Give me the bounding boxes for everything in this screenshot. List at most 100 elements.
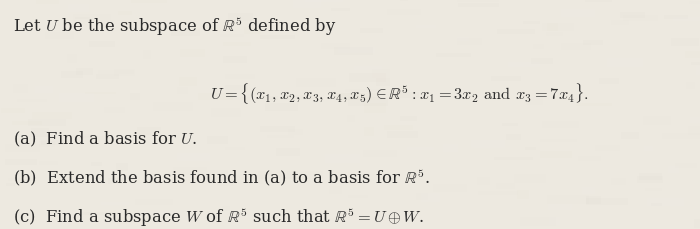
Bar (690, 1, 700, 4)
Bar (66, 49, 83, 58)
Bar (376, 78, 390, 86)
Bar (117, 217, 127, 224)
Bar (130, 93, 140, 100)
Bar (39, 161, 57, 165)
Bar (186, 192, 210, 197)
Bar (325, 154, 360, 163)
Bar (169, 90, 197, 99)
Bar (140, 221, 174, 227)
Bar (676, 163, 697, 168)
Bar (576, 103, 612, 106)
Bar (388, 179, 404, 181)
Bar (550, 217, 560, 225)
Bar (578, 156, 601, 161)
Bar (648, 198, 684, 206)
Bar (141, 193, 166, 200)
Bar (141, 181, 167, 186)
Bar (25, 98, 67, 106)
Bar (32, 112, 72, 119)
Bar (220, 97, 251, 100)
Bar (337, 93, 379, 100)
Bar (623, 16, 657, 21)
Bar (116, 163, 128, 171)
Bar (416, 25, 436, 28)
Bar (88, 2, 112, 11)
Bar (34, 190, 43, 194)
Bar (171, 29, 200, 36)
Bar (579, 10, 607, 16)
Bar (388, 131, 418, 138)
Bar (163, 99, 191, 107)
Bar (28, 119, 66, 126)
Bar (611, 20, 629, 25)
Bar (395, 92, 419, 98)
Bar (180, 49, 205, 57)
Text: (b)  Extend the basis found in (a) to a basis for $\mathbb{R}^5$.: (b) Extend the basis found in (a) to a b… (13, 168, 429, 188)
Bar (347, 115, 355, 122)
Bar (344, 89, 384, 92)
Bar (526, 97, 543, 105)
Bar (34, 87, 59, 91)
Bar (258, 171, 272, 179)
Bar (463, 95, 498, 101)
Bar (276, 192, 288, 199)
Bar (334, 110, 356, 116)
Bar (314, 132, 323, 139)
Bar (136, 70, 151, 73)
Bar (476, 93, 484, 100)
Text: (a)  Find a basis for $U$.: (a) Find a basis for $U$. (13, 129, 197, 149)
Bar (5, 159, 36, 165)
Bar (607, 58, 643, 67)
Bar (8, 178, 33, 181)
Bar (338, 47, 374, 53)
Bar (696, 66, 700, 74)
Bar (436, 53, 470, 57)
Bar (13, 84, 28, 93)
Bar (148, 21, 178, 24)
Bar (293, 0, 321, 8)
Bar (354, 66, 382, 70)
Bar (333, 11, 342, 15)
Bar (506, 134, 521, 140)
Bar (542, 23, 575, 31)
Bar (596, 190, 629, 194)
Bar (680, 21, 700, 25)
Bar (582, 41, 603, 45)
Bar (337, 42, 370, 50)
Bar (139, 18, 169, 20)
Bar (267, 135, 294, 138)
Bar (400, 0, 408, 1)
Bar (64, 69, 94, 76)
Bar (364, 127, 374, 136)
Bar (662, 133, 700, 139)
Bar (531, 0, 552, 4)
Bar (223, 42, 251, 46)
Bar (36, 86, 52, 93)
Bar (651, 203, 661, 206)
Bar (136, 127, 160, 135)
Bar (533, 44, 545, 49)
Bar (172, 208, 195, 214)
Bar (435, 27, 442, 33)
Bar (94, 160, 111, 165)
Bar (169, 53, 187, 57)
Bar (174, 167, 206, 175)
Bar (10, 169, 22, 176)
Bar (561, 9, 595, 16)
Bar (276, 148, 300, 156)
Bar (645, 188, 662, 191)
Bar (209, 170, 228, 174)
Bar (330, 93, 363, 100)
Bar (89, 18, 127, 24)
Bar (38, 141, 55, 147)
Bar (455, 207, 477, 210)
Bar (637, 175, 663, 183)
Bar (218, 177, 234, 186)
Bar (629, 50, 645, 54)
Bar (421, 193, 440, 202)
Bar (6, 144, 40, 152)
Bar (6, 183, 15, 186)
Bar (90, 162, 102, 166)
Bar (76, 17, 90, 19)
Bar (328, 186, 342, 194)
